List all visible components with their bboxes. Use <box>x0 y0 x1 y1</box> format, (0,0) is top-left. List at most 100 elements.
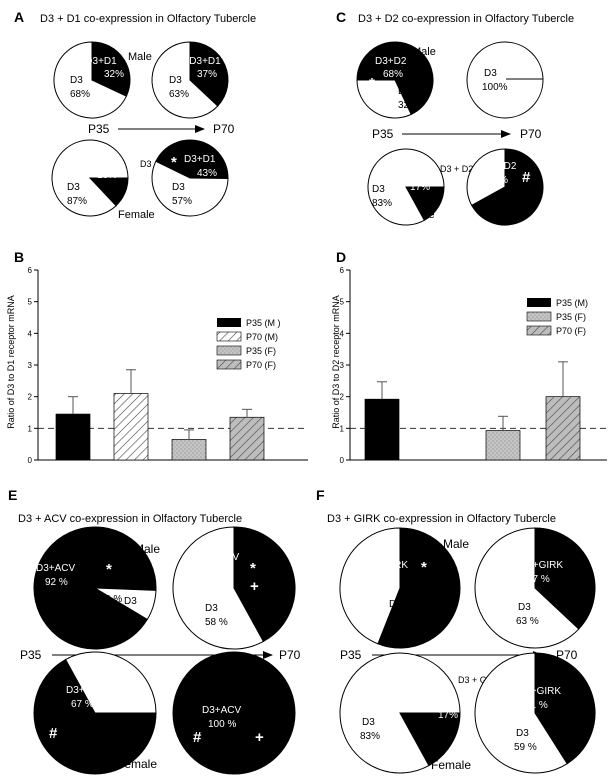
slice-label-f-p70-male-d3-name: D3 <box>518 602 531 613</box>
bar-chart-b: 0 1 2 3 4 5 6 <box>28 266 308 465</box>
slice-label-e-p35-female-d3-name: D3 <box>85 733 98 744</box>
slice-c-p70-male-d3 <box>466 41 544 119</box>
slice-label-e-p70-female-coexpr-value: 100 % <box>208 719 236 730</box>
slice-label-e-p70-male-d3-name: D3 <box>205 603 218 614</box>
bar-b-ytick-label-2: 2 <box>28 393 33 402</box>
bar-d-bar-1 <box>485 430 521 461</box>
slice-label-c-p70-male-d3-value: 100% <box>482 82 508 93</box>
mark-a-p35-female-0: * <box>110 157 116 174</box>
pie-f-p70-male: D3+GIRK 37 % D3 63 % <box>474 527 596 649</box>
bar-b-ytick-label-0: 0 <box>28 456 33 465</box>
bar-d-ytick-label-5: 5 <box>340 298 345 307</box>
panel-f-age-start: P35 <box>340 648 362 662</box>
slice-label-f-p70-female-coexpr-name: D3+GIRK <box>518 686 561 697</box>
pie-a-p70-male: D3+D1 37% D3 63% <box>151 41 229 119</box>
pie-e-p70-female: D3+ACV 100 % # + <box>172 651 296 775</box>
mark-a-p70-female-0: * <box>171 154 177 171</box>
legend-b-label-1: P70 (M) <box>246 332 278 342</box>
slice-label-f-p70-male-d3-value: 63 % <box>516 616 539 627</box>
mark-e-p70-male-1: + <box>250 578 259 595</box>
mark-f-p35-male-0: * <box>421 559 427 576</box>
slice-label-a-p70-female-d3-name: D3 <box>172 182 185 193</box>
pie-e-p70-male: D3+ACV 42 % * + D3 58 % <box>172 526 296 650</box>
panel-f-female-label: Female <box>431 758 471 772</box>
panel-d-ylabel: Ratio of D3 to D2 receptor mRNA <box>331 295 341 429</box>
slice-label-a-p35-female-coexpr-value: 13% <box>97 170 117 181</box>
bar-b-ytick-label-5: 5 <box>28 298 33 307</box>
panel-f-label: F <box>316 487 325 503</box>
bar-b-ytick-label-4: 4 <box>28 329 33 338</box>
slice-e-p70-female-coexpr <box>172 651 296 775</box>
slice-label-a-p35-female-d3-value: 87% <box>67 196 87 207</box>
slice-e-p70-male-d3 <box>172 526 265 650</box>
legend-d-label-2: P70 (F) <box>556 326 586 336</box>
legend-b-label-0: P35 (M ) <box>246 318 281 328</box>
slice-label-c-p35-male-coexpr-value: 68% <box>383 69 403 80</box>
pie-e-p35-male: D3+ACV 92 % * 8 % D3 <box>33 526 157 650</box>
slice-label-e-p35-female-coexpr-name: D3+ACV <box>66 685 106 696</box>
bar-d-ytick-label-4: 4 <box>340 329 345 338</box>
pie-a-p35-male: D3+D1 32% D3 68% <box>53 41 131 119</box>
slice-label-c-p35-female-coexpr-value: 17% <box>410 182 430 193</box>
slice-label-c-p35-female-d3-value: 83% <box>372 198 392 209</box>
slice-e-p35-female-d3 <box>64 651 157 714</box>
slice-c-p35-male-d3 <box>356 79 412 119</box>
panel-e: E D3 + ACV co-expression in Olfactory Tu… <box>8 487 301 775</box>
slice-label-a-p70-female-coexpr-name: D3+D1 <box>184 154 216 165</box>
panel-d: D 0 1 2 3 4 5 6 Ratio of D3 to D2 receptor mRN… <box>331 249 607 465</box>
slice-label-f-p70-female-coexpr-value: 41 % <box>525 700 548 711</box>
pie-f-p70-female: D3+GIRK 41 % D3 59 % <box>474 652 596 774</box>
slice-label-f-p70-female-d3-value: 59 % <box>514 742 537 753</box>
slice-label-a-p35-male-d3-value: 68% <box>70 89 90 100</box>
slice-label-c-p70-female-d3-name: D3 <box>504 192 517 203</box>
slice-label-c-p35-male-d3-value: 32% <box>398 100 418 111</box>
slice-a-p35-female-d3 <box>51 139 129 217</box>
mark-f-p35-female-0: * <box>443 690 449 707</box>
panel-a-age-start: P35 <box>88 122 110 136</box>
slice-label-e-p70-male-d3-value: 58 % <box>205 617 228 628</box>
bar-b-bar-2 <box>171 439 207 461</box>
slice-e-p35-male-d3 <box>94 587 157 621</box>
bar-b-ytick-label-3: 3 <box>28 361 33 370</box>
slice-e-p35-female-coexpr <box>33 658 157 775</box>
slice-e-p70-male-coexpr <box>233 526 296 643</box>
bar-d-ytick-label-2: 2 <box>340 393 345 402</box>
slice-label-f-p35-female-coexpr-value: 17% <box>438 710 458 721</box>
pie-f-p35-male: D3+GIRK 56 % * D3 44 % <box>339 527 461 649</box>
legend-b-swatch-3 <box>216 359 242 370</box>
slice-f-p70-male-coexpr <box>534 527 596 630</box>
slice-c-p70-female-d3 <box>466 148 506 206</box>
panel-e-age-start: P35 <box>20 648 42 662</box>
legend-d-label-0: P35 (M) <box>556 298 588 308</box>
mark-e-p35-female-0: # <box>49 725 58 742</box>
panel-a-age-end: P70 <box>213 122 235 136</box>
bar-d-ytick-label-0: 0 <box>340 456 345 465</box>
slice-label-f-p35-male-d3-name: D3 <box>389 599 402 610</box>
slice-label-f-p35-female-d3-value: 83% <box>360 731 380 742</box>
slice-label-e-p70-female-coexpr-name: D3+ACV <box>202 705 242 716</box>
slice-label-f-p35-male-coexpr-name: D3+GIRK <box>365 560 408 571</box>
bar-d-ytick-label-3: 3 <box>340 361 345 370</box>
bar-d-bar-2 <box>545 396 581 461</box>
slice-f-p35-male-coexpr <box>377 527 461 649</box>
bar-b-bar-0 <box>55 413 91 461</box>
slice-a-p70-male-d3 <box>151 41 219 119</box>
bar-b-bar-3 <box>229 416 265 461</box>
panel-f: F D3 + GIRK co-expression in Olfactory T… <box>316 487 596 774</box>
mark-c-p70-female-0: # <box>522 169 531 186</box>
slice-label-a-p70-female-d3-value: 57% <box>172 196 192 207</box>
panel-b: B 0 1 2 3 4 5 6 Ratio of D3 to D1 receptor mRN… <box>6 249 308 465</box>
legend-b-swatch-1 <box>216 331 242 342</box>
slice-a-p35-male-d3 <box>53 41 128 119</box>
panel-a-female-label: Female <box>118 209 155 221</box>
panel-e-label: E <box>8 487 17 503</box>
bar-b-ytick-label-1: 1 <box>28 424 33 433</box>
panel-c: C D3 + D2 co-expression in Olfactory Tub… <box>336 9 574 226</box>
slice-f-p70-female-d3 <box>474 652 568 774</box>
slice-c-p35-male-coexpr <box>356 41 434 116</box>
slice-f-p35-female-coexpr <box>399 712 461 767</box>
slice-a-p70-male-coexpr <box>189 41 229 107</box>
slice-label-a-p70-male-d3-name: D3 <box>169 75 182 86</box>
slice-label-a-p70-male-coexpr-name: D3+D1 <box>189 56 221 67</box>
slice-label-a-p70-female-coexpr-value: 43% <box>197 168 217 179</box>
